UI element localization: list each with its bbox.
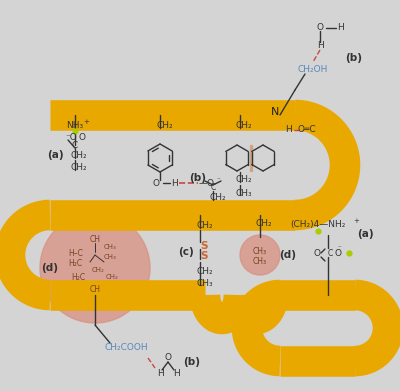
Text: ⁻: ⁻ <box>337 245 341 251</box>
Text: H: H <box>338 23 344 32</box>
Text: H: H <box>157 368 163 377</box>
Text: (a): (a) <box>357 229 373 239</box>
Text: N: N <box>271 107 279 117</box>
Text: CH₃: CH₃ <box>104 244 116 250</box>
Text: (CH₂)4—NH₂: (CH₂)4—NH₂ <box>290 221 346 230</box>
Text: H₂C: H₂C <box>71 273 85 283</box>
Text: +: + <box>353 218 359 224</box>
Text: CH₂: CH₂ <box>71 163 87 172</box>
Text: CH₂: CH₂ <box>236 120 252 129</box>
Text: O═C: O═C <box>298 124 316 133</box>
Text: CH₂: CH₂ <box>157 120 173 129</box>
Text: CH₂: CH₂ <box>92 267 104 273</box>
Text: O: O <box>334 249 342 258</box>
Text: CH₂: CH₂ <box>197 221 213 230</box>
Text: (b): (b) <box>190 173 206 183</box>
Text: CH₃: CH₃ <box>253 256 267 265</box>
Text: H₂C: H₂C <box>68 260 82 269</box>
Text: NH₃: NH₃ <box>66 120 84 129</box>
Text: CH₂: CH₂ <box>256 219 272 228</box>
Text: ⁻: ⁻ <box>216 177 220 183</box>
Text: (d): (d) <box>280 250 296 260</box>
Polygon shape <box>250 145 252 171</box>
Text: ⁻O: ⁻O <box>65 133 77 142</box>
Text: CH₃: CH₃ <box>197 278 213 287</box>
Text: —O: —O <box>199 179 215 188</box>
Text: S: S <box>200 241 208 251</box>
Text: O: O <box>164 353 172 362</box>
Text: CH₂: CH₂ <box>71 151 87 160</box>
Text: CH₂: CH₂ <box>106 274 118 280</box>
Text: S: S <box>200 251 208 261</box>
Text: H: H <box>173 368 179 377</box>
Text: (b): (b) <box>184 357 200 367</box>
Text: (c): (c) <box>178 247 194 257</box>
Text: CH₃: CH₃ <box>236 188 252 197</box>
Text: H–C: H–C <box>68 249 84 258</box>
Text: CH₂COOH: CH₂COOH <box>104 344 148 353</box>
Text: C: C <box>210 183 216 192</box>
Text: (a): (a) <box>47 150 63 160</box>
Text: CH: CH <box>90 285 100 294</box>
Text: H: H <box>317 41 323 50</box>
Text: C: C <box>72 140 78 149</box>
Text: O: O <box>316 23 324 32</box>
Text: CH₂: CH₂ <box>210 192 226 201</box>
Circle shape <box>40 213 150 323</box>
Text: +: + <box>83 119 89 125</box>
Text: H: H <box>171 179 177 188</box>
Text: (d): (d) <box>42 263 58 273</box>
Text: CH₂: CH₂ <box>236 174 252 183</box>
Text: CH₂OH: CH₂OH <box>298 65 328 74</box>
Text: (b): (b) <box>346 53 362 63</box>
Text: C: C <box>327 249 333 258</box>
Text: CH₃: CH₃ <box>104 254 116 260</box>
Text: CH₃: CH₃ <box>253 246 267 255</box>
Text: O: O <box>314 249 320 258</box>
Text: O: O <box>72 133 86 142</box>
Text: CH: CH <box>90 235 100 244</box>
Text: O: O <box>152 179 160 188</box>
Text: H: H <box>285 126 291 135</box>
Circle shape <box>240 235 280 275</box>
Text: CH₂: CH₂ <box>197 267 213 276</box>
